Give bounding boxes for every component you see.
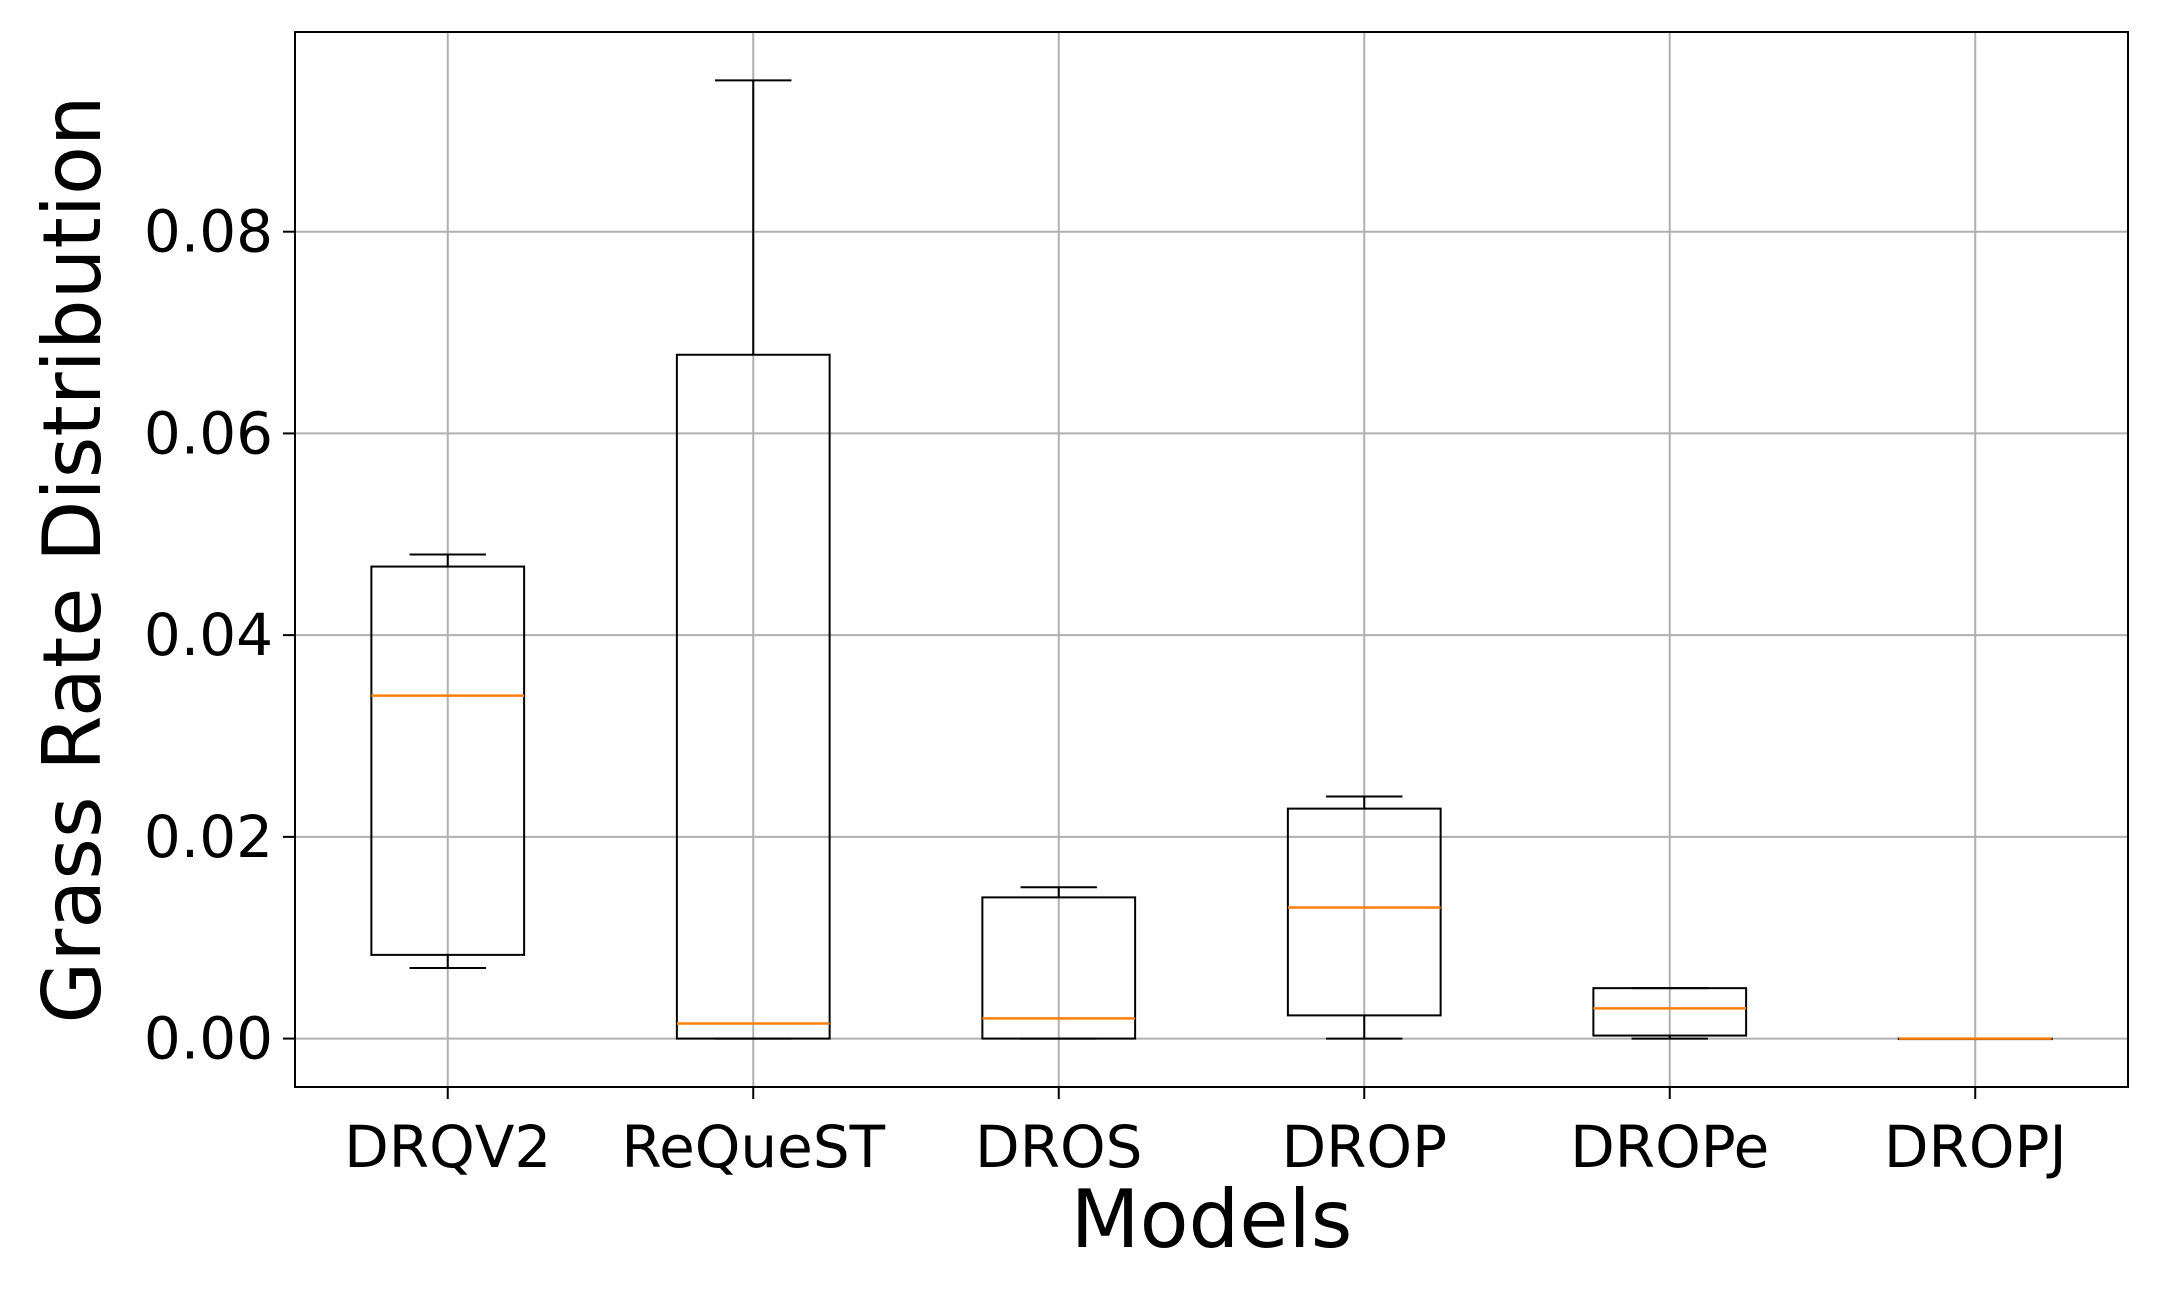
y-tick-label: 0.06 [144,399,273,467]
box-body [370,565,526,956]
y-axis-label: Grass Rate Distribution [26,95,119,1023]
x-tick-label: DROPJ [1884,1113,2067,1181]
box-body [1592,987,1748,1037]
x-tick-label: DRQV2 [344,1113,551,1181]
box-dropj [1897,1037,2053,1041]
box-dros [981,886,1137,1040]
x-tick-label: DROS [975,1113,1142,1181]
box-drope [1592,987,1748,1040]
box-drop [1286,795,1442,1040]
box-body [675,353,831,1040]
box-body [1286,807,1442,1017]
x-tick-label: ReQueST [621,1113,885,1181]
box-body [981,896,1137,1040]
y-tick-label: 0.00 [144,1005,273,1073]
y-tick-label: 0.04 [144,601,273,669]
axis-ticks: 0.00 0.02 0.04 0.06 0.08 DRQV2 ReQueST DROS DROP… [144,198,2067,1181]
grid-lines [295,32,2128,1087]
box-request [675,79,831,1040]
x-axis-label: Models [1071,1173,1353,1266]
plot-area-frame [294,31,2129,1088]
box-drqv2 [370,553,526,969]
boxes-layer [370,79,2053,1041]
y-tick-label: 0.08 [144,198,273,266]
x-tick-label: DROPe [1570,1113,1769,1181]
x-tick-label: DROP [1281,1113,1447,1181]
y-tick-label: 0.02 [144,803,273,871]
